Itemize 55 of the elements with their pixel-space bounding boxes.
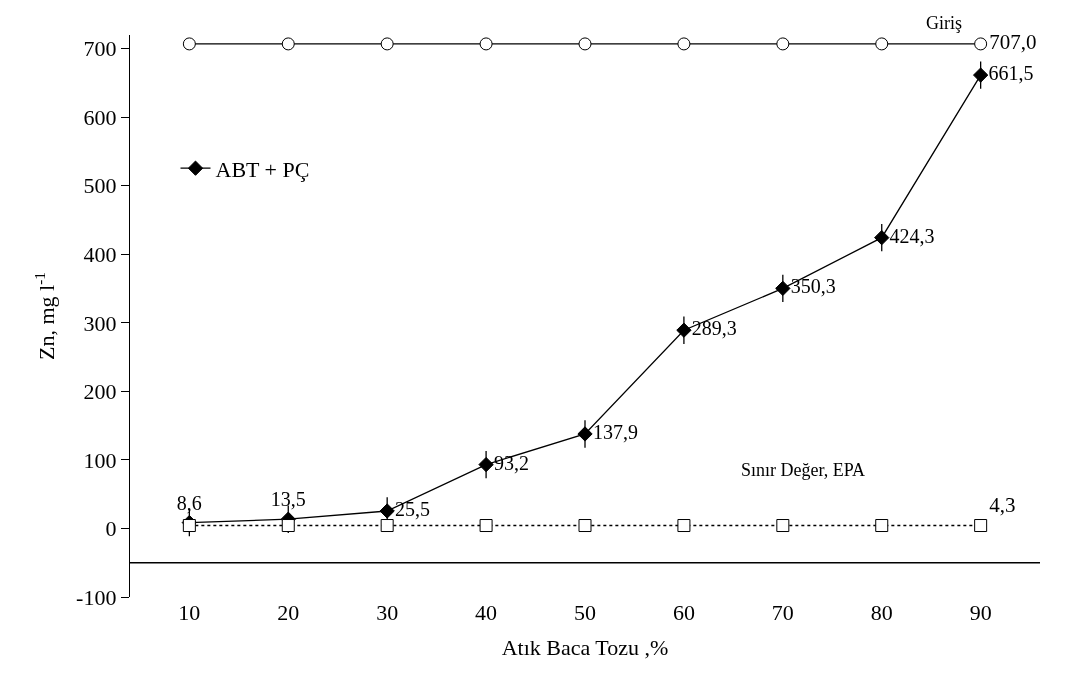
data-label: 424,3 xyxy=(889,224,935,247)
point xyxy=(578,519,592,533)
x-tick-label: 50 xyxy=(574,600,596,625)
point xyxy=(775,280,791,297)
point xyxy=(776,519,790,533)
point xyxy=(973,67,989,83)
data-label: 93,2 xyxy=(493,451,529,474)
point xyxy=(578,37,592,51)
data-label: 13,5 xyxy=(270,488,306,511)
y-tick-label: 0 xyxy=(105,516,117,542)
point xyxy=(380,519,394,533)
x-tick-label: 90 xyxy=(969,600,992,625)
y-tick-label: 700 xyxy=(83,36,117,62)
point xyxy=(776,37,790,51)
point xyxy=(182,519,196,533)
y-tick-label: 300 xyxy=(83,310,117,336)
point xyxy=(281,519,295,533)
x-tick-label: 60 xyxy=(672,600,695,625)
legend-label: ABT + PÇ xyxy=(215,156,310,182)
point xyxy=(577,426,593,442)
data-label: 289,3 xyxy=(691,317,737,340)
text: Giriş xyxy=(926,13,962,33)
annotation: Sınır Değer, EPA xyxy=(741,460,866,480)
y-tick-label: 200 xyxy=(83,379,117,405)
x-tick-label: 30 xyxy=(376,600,399,625)
data-label: 350,3 xyxy=(790,275,836,298)
data-label: 661,5 xyxy=(988,62,1034,85)
data-label: 25,5 xyxy=(395,497,431,520)
point xyxy=(874,230,890,246)
y-tick-label: 500 xyxy=(83,173,117,199)
point xyxy=(875,37,889,51)
y-tick-label: -100 xyxy=(76,584,117,610)
y-tick-label: 100 xyxy=(83,447,117,473)
point xyxy=(676,322,692,338)
y-tick-label: 400 xyxy=(83,242,117,268)
x-tick-label: 40 xyxy=(475,600,498,625)
x-axis-title: Atık Baca Tozu ,% xyxy=(501,634,669,660)
point xyxy=(281,37,295,51)
point xyxy=(380,37,394,51)
data-label: 707,0 xyxy=(989,30,1037,55)
data-label: 4,3 xyxy=(989,492,1016,517)
point xyxy=(478,456,494,473)
point xyxy=(875,519,889,533)
y-tick-label: 600 xyxy=(83,104,117,130)
point xyxy=(379,503,395,519)
data-label: 8,6 xyxy=(176,491,202,514)
point xyxy=(677,37,691,51)
x-tick-label: 70 xyxy=(771,600,794,625)
point xyxy=(479,519,493,533)
x-tick-label: 80 xyxy=(870,600,893,625)
x-tick-label: 10 xyxy=(178,600,201,625)
point xyxy=(479,37,493,51)
data-label: 137,9 xyxy=(592,420,638,443)
x-tick-label: 20 xyxy=(277,600,300,625)
point xyxy=(677,519,691,533)
